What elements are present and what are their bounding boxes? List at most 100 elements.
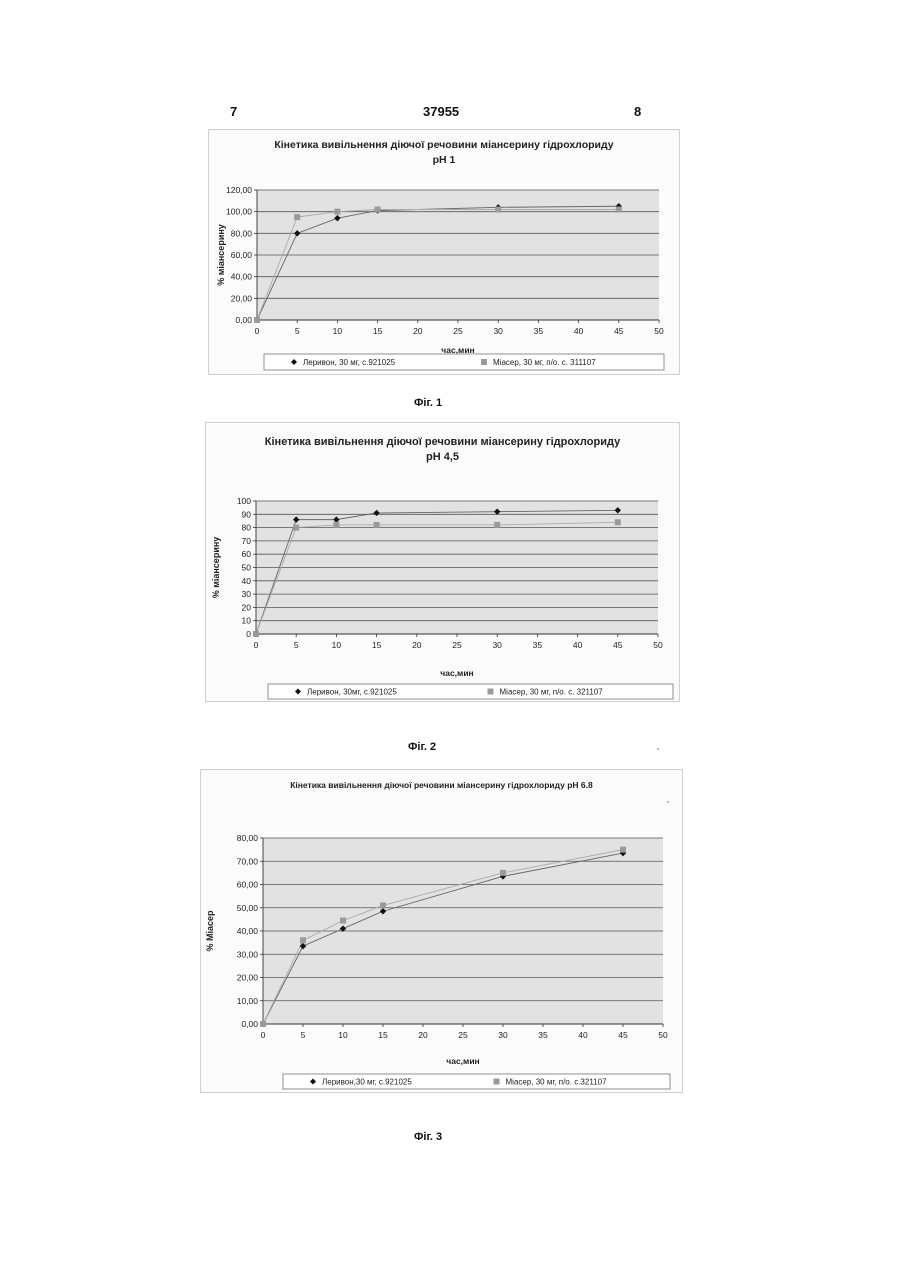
y-tick-label: 90 — [242, 509, 252, 519]
y-tick-label: 30 — [242, 589, 252, 599]
x-axis-label: час,мин — [441, 345, 474, 355]
y-tick-label: 80,00 — [231, 228, 253, 238]
x-tick-label: 20 — [412, 640, 422, 650]
x-tick-label: 40 — [574, 326, 584, 336]
page-number-left: 7 — [230, 104, 237, 119]
data-point-series-2 — [620, 847, 626, 853]
x-tick-label: 30 — [492, 640, 502, 650]
x-tick-label: 40 — [573, 640, 583, 650]
x-tick-label: 50 — [653, 640, 663, 650]
legend-label-2: Міасер, 30 мг, п/о. с. 311107 — [493, 358, 596, 367]
figure-caption-1: Фіг. 1 — [414, 397, 442, 409]
legend-label-2: Міасер, 30 мг, п/о. с. 321107 — [500, 688, 604, 697]
y-tick-label: 60,00 — [231, 250, 253, 260]
x-tick-label: 5 — [295, 326, 300, 336]
data-point-series-2 — [495, 207, 501, 213]
chart-ph1-svg: Кінетика вивільнення діючої речовини міа… — [209, 130, 679, 374]
y-tick-label: 60 — [242, 549, 252, 559]
data-point-series-2 — [294, 214, 300, 220]
legend-marker-2 — [481, 359, 487, 365]
y-tick-label: 40 — [242, 576, 252, 586]
scan-speck — [657, 748, 659, 750]
y-tick-label: 70 — [242, 536, 252, 546]
x-axis-label: час,мин — [446, 1056, 479, 1066]
y-tick-label: 0,00 — [241, 1019, 258, 1029]
legend-marker-2 — [488, 689, 494, 695]
x-tick-label: 15 — [378, 1030, 388, 1040]
legend-marker-2 — [494, 1079, 500, 1085]
figure-caption-3: Фіг. 3 — [414, 1131, 442, 1143]
x-tick-label: 30 — [493, 326, 503, 336]
y-tick-label: 20,00 — [237, 973, 259, 983]
data-point-series-2 — [615, 519, 621, 525]
x-tick-label: 25 — [458, 1030, 468, 1040]
chart-ph68-svg: Кінетика вивільнення діючої речовини міа… — [201, 770, 682, 1092]
chart-ph45: Кінетика вивільнення діючої речовини міа… — [205, 422, 680, 702]
y-axis-label: % міансерину — [211, 537, 221, 599]
x-tick-label: 20 — [413, 326, 423, 336]
legend-label-2: Міасер, 30 мг, п/о. с.321107 — [506, 1078, 608, 1087]
x-tick-label: 0 — [254, 640, 259, 650]
data-point-series-2 — [374, 522, 380, 528]
data-point-series-2 — [494, 522, 500, 528]
figure-caption-2: Фіг. 2 — [408, 741, 436, 753]
legend-label-1: Леривон, 30 мг, с.921025 — [303, 358, 396, 367]
x-tick-label: 5 — [294, 640, 299, 650]
x-tick-label: 20 — [418, 1030, 428, 1040]
x-tick-label: 15 — [373, 326, 383, 336]
y-tick-label: 70,00 — [237, 856, 259, 866]
x-tick-label: 35 — [538, 1030, 548, 1040]
y-tick-label: 60,00 — [237, 880, 259, 890]
y-tick-label: 120,00 — [226, 185, 252, 195]
scan-speck — [667, 801, 669, 803]
chart-subtitle: pH 1 — [433, 154, 456, 166]
y-tick-label: 50,00 — [237, 903, 259, 913]
chart-ph1: Кінетика вивільнення діючої речовини міа… — [208, 129, 680, 375]
x-axis-label: час,мин — [440, 668, 473, 678]
x-tick-label: 10 — [332, 640, 342, 650]
chart-title: Кінетика вивільнення діючої речовини міа… — [265, 436, 621, 448]
data-point-series-2 — [380, 902, 386, 908]
x-tick-label: 50 — [658, 1030, 668, 1040]
y-tick-label: 0,00 — [235, 315, 252, 325]
data-point-series-2 — [300, 937, 306, 943]
y-tick-label: 100,00 — [226, 207, 252, 217]
x-tick-label: 25 — [453, 326, 463, 336]
y-tick-label: 30,00 — [237, 949, 259, 959]
chart-title: Кінетика вивільнення діючої речовини міа… — [274, 139, 613, 151]
y-tick-label: 100 — [237, 496, 251, 506]
x-tick-label: 45 — [614, 326, 624, 336]
y-tick-label: 50 — [242, 563, 252, 573]
x-tick-label: 45 — [618, 1030, 628, 1040]
x-tick-label: 50 — [654, 326, 664, 336]
x-tick-label: 0 — [261, 1030, 266, 1040]
chart-ph68: Кінетика вивільнення діючої речовини міа… — [200, 769, 683, 1093]
legend-label-1: Леривон, 30мг, с.921025 — [307, 688, 397, 697]
x-tick-label: 35 — [533, 640, 543, 650]
y-axis-label: % Міасер — [205, 910, 215, 952]
patent-number: 37955 — [423, 104, 459, 119]
y-tick-label: 10 — [242, 616, 252, 626]
y-tick-label: 40,00 — [231, 272, 253, 282]
chart-title: Кінетика вивільнення діючої речовини міа… — [290, 780, 593, 790]
x-tick-label: 40 — [578, 1030, 588, 1040]
data-point-series-2 — [334, 209, 340, 215]
x-tick-label: 35 — [534, 326, 544, 336]
x-tick-label: 10 — [333, 326, 343, 336]
data-point-series-2 — [500, 870, 506, 876]
y-tick-label: 80 — [242, 523, 252, 533]
data-point-series-2 — [375, 207, 381, 213]
x-tick-label: 15 — [372, 640, 382, 650]
y-tick-label: 20 — [242, 602, 252, 612]
x-tick-label: 0 — [255, 326, 260, 336]
data-point-series-2 — [260, 1021, 266, 1027]
chart-subtitle: pH 4,5 — [426, 451, 459, 463]
data-point-series-2 — [616, 207, 622, 213]
y-tick-label: 10,00 — [237, 996, 259, 1006]
x-tick-label: 45 — [613, 640, 623, 650]
x-tick-label: 10 — [338, 1030, 348, 1040]
x-tick-label: 5 — [301, 1030, 306, 1040]
y-tick-label: 20,00 — [231, 293, 253, 303]
page-number-right: 8 — [634, 104, 641, 119]
data-point-series-2 — [254, 317, 260, 323]
